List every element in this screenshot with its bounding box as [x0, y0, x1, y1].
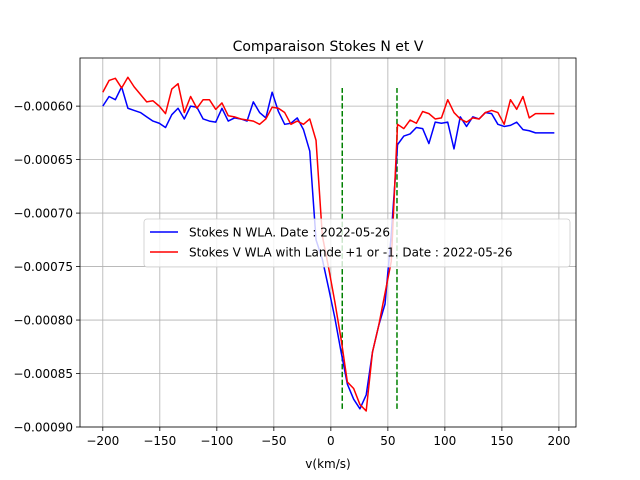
y-tick-label: −0.00060: [13, 100, 73, 114]
legend: Stokes N WLA. Date : 2022-05-26 Stokes V …: [143, 218, 571, 268]
y-tick-label: −0.00075: [13, 260, 73, 274]
y-tick-label: −0.00070: [13, 207, 73, 221]
series-lines: [102, 76, 555, 412]
x-tick-label: 150: [490, 434, 513, 448]
x-tick-label: −150: [143, 434, 176, 448]
y-tick-label: −0.00080: [13, 314, 73, 328]
x-axis-ticks: −200 −150 −100 −50 0 50 100 150 200: [86, 427, 570, 448]
x-tick-label: −200: [86, 434, 119, 448]
y-axis-ticks: −0.00090 −0.00085 −0.00080 −0.00075 −0.00070…: [13, 100, 80, 435]
legend-box: [143, 218, 571, 268]
y-tick-label: −0.00085: [13, 367, 73, 381]
series-line-stokes-v: [102, 76, 555, 412]
legend-entry: Stokes N WLA. Date : 2022-05-26: [189, 226, 390, 240]
legend-entry: Stokes V WLA with Lande +1 or -1. Date :…: [189, 246, 513, 260]
x-tick-label: 0: [327, 434, 335, 448]
y-tick-label: −0.00090: [13, 421, 73, 435]
y-tick-label: −0.00065: [13, 153, 73, 167]
x-tick-label: −100: [200, 434, 233, 448]
plot-area: [79, 57, 577, 428]
x-tick-label: 50: [380, 434, 395, 448]
plot-frame: [79, 57, 577, 428]
x-tick-label: −50: [261, 434, 286, 448]
x-axis-label: v(km/s): [305, 457, 350, 471]
chart-title: Comparaison Stokes N et V: [233, 39, 424, 55]
x-tick-label: 200: [547, 434, 570, 448]
x-tick-label: 100: [433, 434, 456, 448]
